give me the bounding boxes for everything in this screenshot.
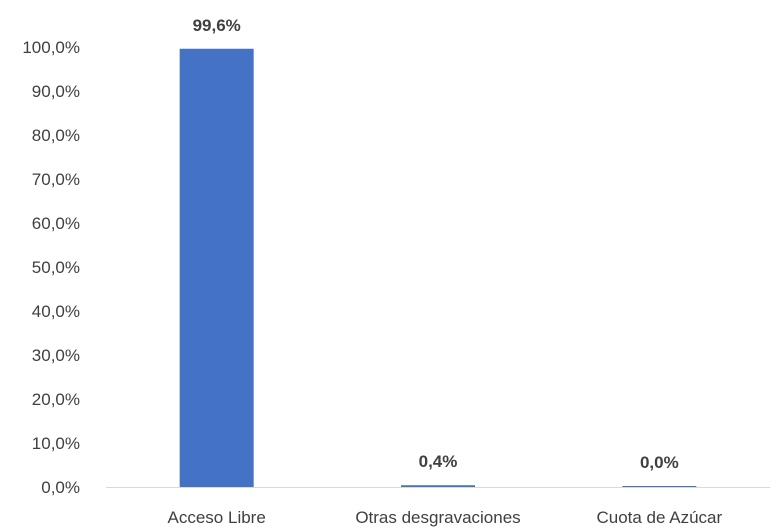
data-label: 99,6% [193,16,241,35]
data-label: 0,0% [640,453,679,472]
y-tick-label: 80,0% [32,126,80,145]
category-label: Acceso Libre [168,508,266,527]
category-label: Cuota de Azúcar [596,508,722,527]
y-tick-label: 50,0% [32,258,80,277]
y-tick-label: 90,0% [32,82,80,101]
y-tick-label: 100,0% [22,38,80,57]
data-labels: 99,6% 0,4% 0,0% [193,16,679,472]
bars [179,48,697,487]
y-tick-label: 70,0% [32,170,80,189]
category-label: Otras desgravaciones [355,508,520,527]
data-label: 0,4% [419,452,458,471]
y-tick-label: 10,0% [32,434,80,453]
y-axis-tick-labels: 0,0% 10,0% 20,0% 30,0% 40,0% 50,0% 60,0% 70,0% 8… [22,38,80,497]
y-tick-label: 40,0% [32,302,80,321]
y-tick-label: 20,0% [32,390,80,409]
y-tick-label: 60,0% [32,214,80,233]
y-tick-label: 30,0% [32,346,80,365]
bar [622,486,697,487]
bar [401,485,475,487]
y-tick-label: 0,0% [41,478,80,497]
category-labels: Acceso Libre Otras desgravaciones Cuota de… [168,508,723,527]
bar [179,48,254,487]
